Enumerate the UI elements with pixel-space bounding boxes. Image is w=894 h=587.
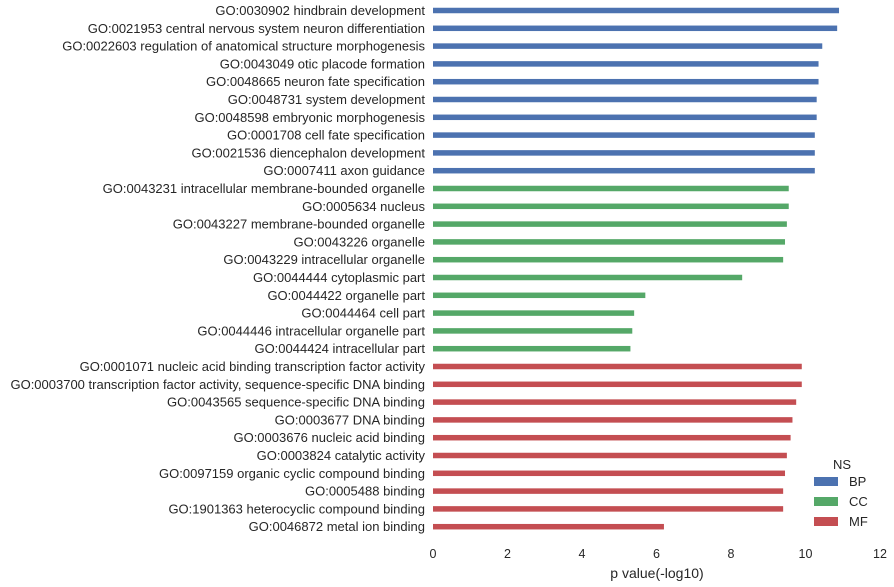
category-label: GO:0048731 system development xyxy=(228,92,426,107)
x-axis-label: p value(-log10) xyxy=(610,565,703,581)
bar-bp xyxy=(433,167,815,174)
bar-bp xyxy=(433,132,815,138)
bar-cc xyxy=(433,328,633,334)
bar-cc xyxy=(433,185,789,192)
category-label: GO:0030902 hindbrain development xyxy=(215,3,425,18)
bar-cc xyxy=(433,239,786,245)
category-label: GO:0001708 cell fate specification xyxy=(227,128,425,143)
x-tick-label: 12 xyxy=(873,547,887,561)
category-label: GO:0097159 organic cyclic compound bindi… xyxy=(159,466,425,481)
bar-bp xyxy=(433,96,817,103)
bar-mf xyxy=(433,417,793,423)
category-label: GO:0043226 organelle xyxy=(293,234,425,249)
category-label: GO:0001071 nucleic acid binding transcri… xyxy=(80,359,426,374)
category-label: GO:0043231 intracellular membrane-bounde… xyxy=(103,181,425,196)
category-label: GO:0044424 intracellular part xyxy=(254,341,425,356)
bar-mf xyxy=(433,470,786,477)
bar-mf xyxy=(433,363,802,370)
category-label: GO:0022603 regulation of anatomical stru… xyxy=(62,39,425,54)
legend-label-bp: BP xyxy=(849,474,866,489)
legend-label-mf: MF xyxy=(849,514,868,529)
bar-mf xyxy=(433,506,784,512)
bars-layer xyxy=(433,7,840,530)
category-label: GO:0043229 intracellular organelle xyxy=(223,252,425,267)
bar-bp xyxy=(433,78,819,85)
bar-mf xyxy=(433,399,797,405)
legend-label-cc: CC xyxy=(849,494,868,509)
legend-swatch-bp xyxy=(814,477,838,486)
category-label: GO:0003677 DNA binding xyxy=(275,412,425,427)
bar-mf xyxy=(433,434,791,441)
bar-cc xyxy=(433,274,743,281)
bar-cc xyxy=(433,292,646,299)
x-axis: 0 2 4 6 8 10 12 xyxy=(430,547,887,561)
bar-bp xyxy=(433,114,817,121)
bar-bp xyxy=(433,25,838,32)
bar-bp xyxy=(433,43,823,49)
bar-bp xyxy=(433,61,819,67)
bar-mf xyxy=(433,523,664,530)
category-label: GO:0007411 axon guidance xyxy=(263,163,425,178)
legend-title: NS xyxy=(833,457,851,472)
category-label: GO:0005488 binding xyxy=(305,484,425,499)
category-label: GO:0043565 sequence-specific DNA binding xyxy=(167,395,425,410)
bar-mf xyxy=(433,488,784,494)
bar-bp xyxy=(433,150,815,156)
category-label: GO:0003824 catalytic activity xyxy=(257,448,426,463)
category-label: GO:0043049 otic placode formation xyxy=(220,56,425,71)
bar-cc xyxy=(433,256,784,263)
legend-swatch-cc xyxy=(814,497,838,506)
bar-bp xyxy=(433,7,840,14)
category-label: GO:0021953 central nervous system neuron… xyxy=(88,21,425,36)
bar-cc xyxy=(433,310,635,316)
category-label: GO:0044464 cell part xyxy=(301,306,425,321)
category-labels: GO:0030902 hindbrain development GO:00219… xyxy=(10,3,425,534)
legend: NS BP CC MF xyxy=(814,457,868,529)
category-label: GO:0043227 membrane-bounded organelle xyxy=(173,217,425,232)
category-label: GO:0003700 transcription factor activity… xyxy=(10,377,425,392)
category-label: GO:0003676 nucleic acid binding xyxy=(233,430,425,445)
bar-mf xyxy=(433,381,802,388)
category-label: GO:0044422 organelle part xyxy=(267,288,425,303)
category-label: GO:0044444 cytoplasmic part xyxy=(253,270,425,285)
category-label: GO:0048598 embryonic morphogenesis xyxy=(194,110,425,125)
bar-cc xyxy=(433,345,631,352)
bar-mf xyxy=(433,452,787,459)
x-tick-label: 4 xyxy=(579,547,586,561)
bar-cc xyxy=(433,203,789,210)
bar-cc xyxy=(433,221,787,227)
x-tick-label: 8 xyxy=(728,547,735,561)
category-label: GO:1901363 heterocyclic compound binding xyxy=(168,501,425,516)
x-tick-label: 2 xyxy=(504,547,511,561)
category-label: GO:0021536 diencephalon development xyxy=(192,145,426,160)
legend-swatch-mf xyxy=(814,517,838,526)
category-label: GO:0005634 nucleus xyxy=(302,199,425,214)
category-label: GO:0044446 intracellular organelle part xyxy=(197,323,425,338)
category-label: GO:0046872 metal ion binding xyxy=(249,519,425,534)
category-label: GO:0048665 neuron fate specification xyxy=(206,74,425,89)
x-tick-label: 10 xyxy=(799,547,813,561)
x-tick-label: 0 xyxy=(430,547,437,561)
x-tick-label: 6 xyxy=(653,547,660,561)
